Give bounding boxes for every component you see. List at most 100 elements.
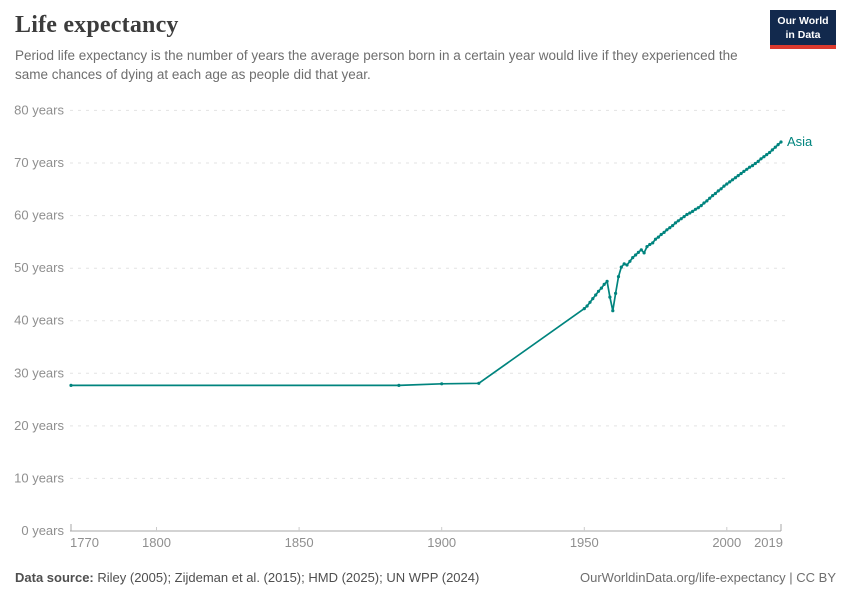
data-point[interactable] [668, 226, 672, 230]
x-tick-label: 1850 [285, 535, 314, 550]
owid-logo-line1: Our World [777, 15, 829, 27]
data-point[interactable] [736, 174, 740, 178]
data-point[interactable] [625, 263, 629, 267]
data-point[interactable] [608, 295, 612, 299]
series-asia[interactable]: Asia [69, 134, 813, 387]
data-point[interactable] [596, 289, 601, 293]
data-point[interactable] [582, 307, 586, 311]
x-tick-label: 1950 [570, 535, 599, 550]
data-point[interactable] [693, 207, 698, 211]
data-point[interactable] [713, 191, 718, 196]
data-point[interactable] [742, 169, 746, 173]
data-point[interactable] [622, 262, 626, 266]
chart-subtitle: Period life expectancy is the number of … [15, 48, 738, 82]
data-point[interactable] [636, 250, 641, 254]
data-point[interactable] [699, 204, 703, 208]
data-point[interactable] [708, 196, 712, 200]
data-point[interactable] [588, 300, 592, 304]
data-point[interactable] [759, 157, 763, 161]
data-point[interactable] [605, 279, 609, 283]
data-point[interactable] [599, 286, 604, 290]
x-tick-label: 2019 [754, 535, 783, 550]
data-point[interactable] [719, 187, 723, 191]
data-point[interactable] [69, 383, 73, 387]
y-tick-label: 50 years [14, 260, 64, 275]
data-point[interactable] [716, 189, 720, 193]
data-point[interactable] [594, 293, 598, 297]
data-point[interactable] [748, 165, 752, 169]
data-point[interactable] [733, 176, 738, 180]
data-point[interactable] [665, 228, 669, 232]
data-point[interactable] [770, 148, 775, 152]
chart-svg[interactable]: 0 years 10 years 20 years 30 years 40 years 5… [0, 98, 850, 562]
x-axis-ticks-and-labels: 1770 1800 1850 1900 1950 2000 2019 [70, 524, 783, 550]
x-tick-label: 1900 [427, 535, 456, 550]
page-title: Life expectancy [15, 12, 179, 38]
data-point[interactable] [619, 265, 623, 269]
data-point[interactable] [642, 251, 646, 255]
data-point[interactable] [639, 248, 643, 252]
series-line-asia[interactable] [71, 141, 782, 387]
data-point[interactable] [397, 383, 401, 387]
footer-link[interactable]: OurWorldinData.org/life-expectancy | CC … [579, 570, 836, 585]
data-point[interactable] [753, 161, 757, 166]
data-point[interactable] [662, 230, 666, 234]
data-point[interactable] [750, 164, 755, 168]
data-point[interactable] [602, 282, 606, 286]
data-point[interactable] [773, 145, 777, 149]
data-point[interactable] [711, 194, 715, 198]
data-point[interactable] [705, 199, 709, 203]
data-point[interactable] [659, 232, 663, 237]
data-point[interactable] [671, 224, 675, 228]
data-point[interactable] [673, 221, 678, 225]
data-point[interactable] [440, 382, 444, 386]
data-point[interactable] [730, 178, 735, 182]
owid-logo[interactable]: Our World in Data [770, 10, 836, 50]
data-source-label: Data source: [15, 570, 94, 585]
data-point[interactable] [756, 159, 760, 163]
data-point[interactable] [776, 143, 780, 147]
data-point[interactable] [745, 167, 749, 171]
data-point[interactable] [765, 153, 769, 157]
data-point[interactable] [634, 253, 638, 257]
data-point[interactable] [628, 259, 632, 263]
data-point[interactable] [679, 217, 683, 221]
data-point[interactable] [691, 209, 695, 213]
data-point[interactable] [702, 201, 706, 205]
data-point[interactable] [648, 242, 652, 247]
series-label-asia: Asia [787, 134, 813, 149]
data-point[interactable] [611, 309, 615, 313]
data-point[interactable] [762, 155, 766, 159]
x-tick-label: 2000 [712, 535, 741, 550]
data-point[interactable] [651, 241, 655, 245]
x-tick-label: 1800 [142, 535, 171, 550]
y-tick-label: 30 years [14, 365, 64, 380]
data-point[interactable] [631, 256, 635, 260]
data-point[interactable] [685, 212, 689, 217]
data-point[interactable] [616, 275, 621, 279]
y-tick-label: 0 years [21, 523, 64, 538]
data-point[interactable] [768, 150, 772, 155]
data-point[interactable] [696, 206, 700, 210]
data-point[interactable] [739, 171, 743, 176]
data-point[interactable] [728, 180, 732, 184]
data-point[interactable] [585, 304, 589, 308]
data-point[interactable] [725, 182, 729, 186]
data-point[interactable] [722, 184, 726, 188]
data-point[interactable] [645, 245, 649, 249]
data-point[interactable] [676, 219, 680, 223]
data-point[interactable] [656, 235, 661, 239]
data-point[interactable] [779, 140, 783, 144]
y-tick-label: 70 years [14, 155, 64, 170]
data-point[interactable] [614, 291, 618, 295]
data-point[interactable] [591, 297, 595, 301]
data-point[interactable] [653, 237, 658, 241]
y-tick-label: 60 years [14, 208, 64, 223]
y-tick-label: 10 years [14, 470, 64, 485]
chart-header: Life expectancy Period life expectancy i… [15, 12, 739, 85]
x-tick-label: 1770 [70, 535, 99, 550]
data-point[interactable] [682, 215, 686, 219]
data-point[interactable] [477, 381, 481, 385]
data-point[interactable] [688, 211, 692, 215]
chart-footer: Data source: Riley (2005); Zijdeman et a… [15, 570, 836, 585]
